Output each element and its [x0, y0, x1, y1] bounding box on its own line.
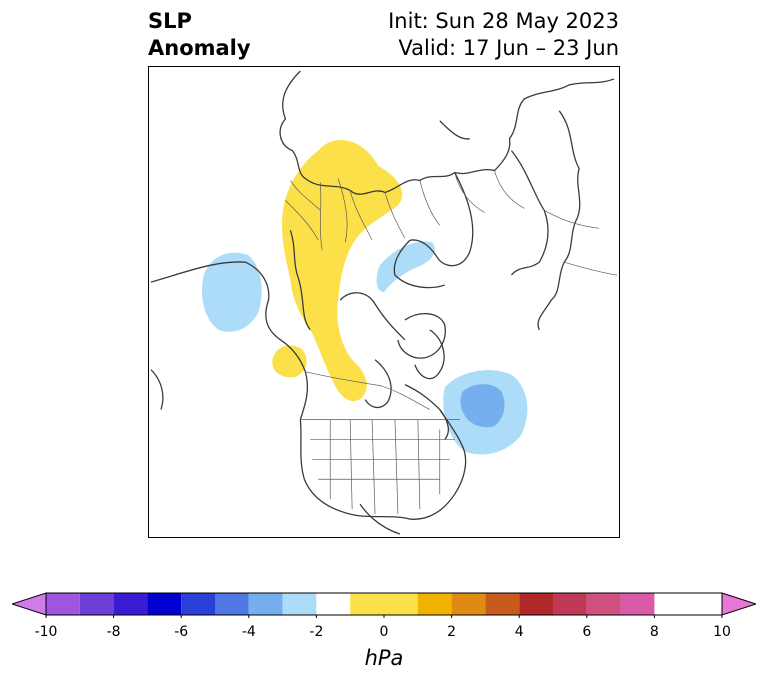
colorbar-bin: [113, 593, 148, 615]
colorbar-bin: [519, 593, 553, 615]
colorbar-bin: [485, 593, 520, 615]
colorbar-bin: [215, 593, 249, 615]
colorbar-tick-label: -8: [106, 624, 121, 640]
colorbar-tick-label: -10: [34, 624, 58, 640]
colorbar-bin: [248, 593, 283, 615]
colorbar-bin: [350, 593, 418, 615]
colorbar-tick-label: -6: [174, 624, 189, 640]
colorbar-ticks: [45, 615, 723, 618]
colorbar-tick-label: -2: [309, 624, 324, 640]
negative-anomaly-barents-sea: [376, 241, 435, 293]
colorbar-bin: [282, 593, 317, 615]
colorbar-tick-label: 6: [582, 624, 592, 640]
colorbar: [12, 592, 756, 618]
colorbar-tick-label: -4: [241, 624, 256, 640]
positive-anomaly-pacific-northwest: [272, 345, 307, 378]
positive-anomaly-canada-west: [282, 140, 403, 402]
map-subtitle: Init: Sun 28 May 2023 Valid: 17 Jun – 23…: [388, 8, 619, 62]
colorbar-bin: [451, 593, 486, 615]
negative-anomaly-north-pacific: [202, 252, 262, 332]
colorbar-bin: [417, 593, 452, 615]
init-date: Init: Sun 28 May 2023: [388, 9, 619, 33]
valid-range: Valid: 17 Jun – 23 Jun: [398, 36, 619, 60]
colorbar-tick-label: 8: [649, 624, 659, 640]
negative-anomaly-north-atlantic-core: [460, 384, 505, 428]
map-panel: [148, 66, 620, 538]
colorbar-extend-low: [12, 592, 47, 616]
colorbar-bin: [553, 593, 587, 615]
title-line-2: Anomaly: [148, 36, 251, 60]
colorbar-units: hPa: [364, 646, 404, 670]
coastlines: [150, 70, 615, 535]
map-title: SLP Anomaly: [148, 8, 251, 62]
colorbar-bin: [181, 593, 215, 615]
colorbar-bin: [586, 593, 621, 615]
colorbar-bin: [79, 593, 114, 615]
country-borders: [285, 170, 618, 515]
colorbar-tick-label: 0: [379, 624, 389, 640]
colorbar-tick-label: 2: [447, 624, 457, 640]
colorbar-bin: [147, 593, 182, 615]
colorbar-bin: [46, 593, 80, 615]
colorbar-tick-label: 10: [713, 624, 731, 640]
colorbar-bins: [46, 593, 655, 615]
title-line-1: SLP: [148, 9, 192, 33]
colorbar-bin: [620, 593, 655, 615]
colorbar-tick-label: 4: [514, 624, 524, 640]
colorbar-bin: [316, 593, 351, 615]
map-canvas: [150, 70, 618, 535]
colorbar-extend-high: [721, 592, 756, 616]
